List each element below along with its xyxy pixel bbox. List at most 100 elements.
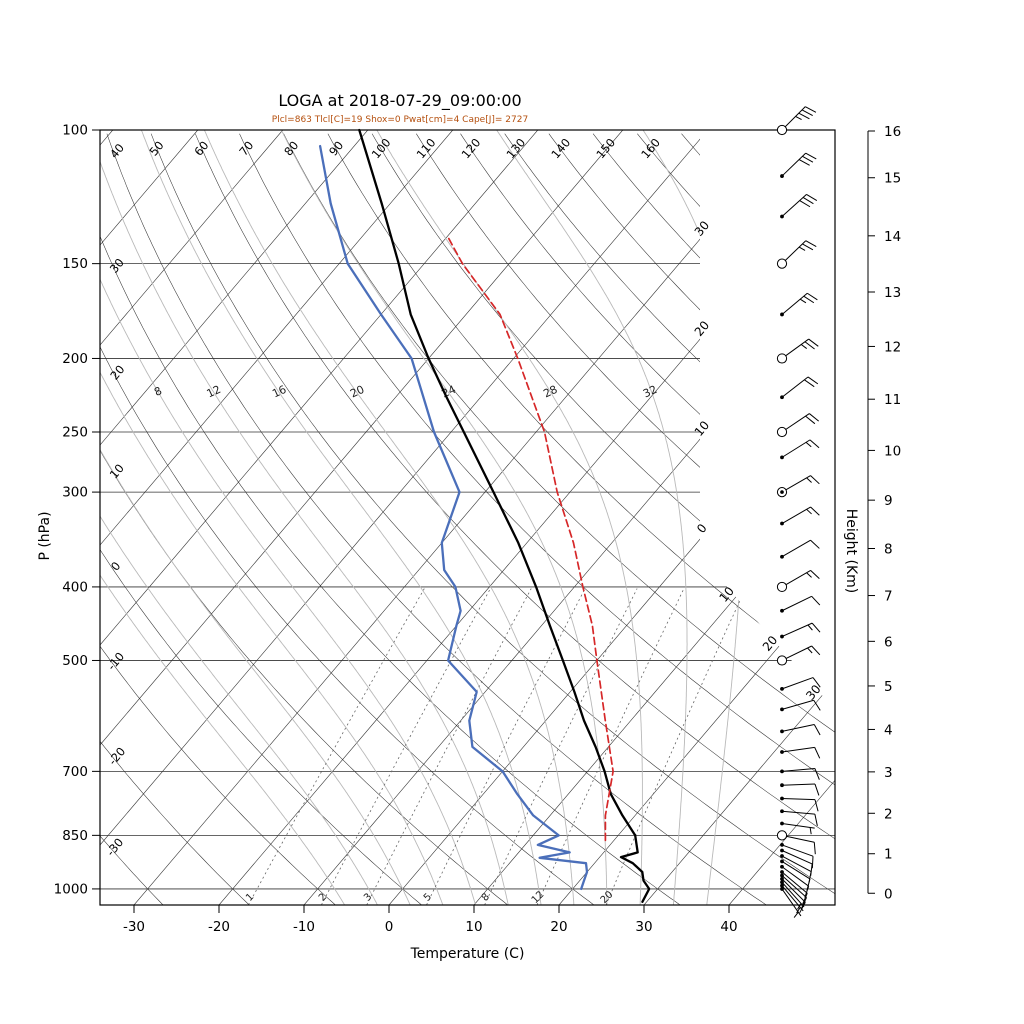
- height-tick-label: 7: [884, 589, 893, 605]
- dry-adiabat-left-label: 20: [107, 362, 127, 382]
- barb-level-circle: [776, 830, 788, 841]
- wind-barb: [780, 783, 820, 796]
- wind-barb: [780, 821, 815, 835]
- wind-barb: [780, 870, 808, 905]
- dry-adiabat-top-label: 80: [281, 138, 301, 158]
- barb-level-dot: [780, 174, 784, 178]
- dry-adiabat-left-label: 10: [107, 461, 127, 481]
- pressure-tick-label: 400: [62, 579, 88, 595]
- isotherm-line: [100, 130, 539, 905]
- temperature-tick-label: 40: [720, 919, 737, 935]
- dry-adiabat-left-label: -10: [104, 649, 127, 672]
- dry-adiabat-top-label: 150: [593, 136, 618, 162]
- mixing-ratio-label: 20: [599, 889, 616, 906]
- moist-adiabat-line: [100, 130, 509, 905]
- dry-adiabat-top-label: 110: [414, 136, 439, 162]
- background-grid: [100, 130, 835, 905]
- temperature-tick-label: -10: [293, 919, 315, 935]
- dry-adiabat-line: [327, 133, 835, 905]
- mixing-ratio-line: [536, 588, 685, 905]
- mixing-ratio-label: 2: [317, 891, 329, 903]
- wind-barb: [780, 506, 820, 526]
- moist-adiabat-line: [376, 130, 643, 905]
- height-tick-label: 1: [884, 847, 893, 863]
- height-tick-label: 5: [884, 679, 893, 695]
- barb-level-circle: [776, 426, 788, 438]
- dry-adiabat-line: [100, 133, 164, 905]
- barb-level-circle: [776, 353, 788, 364]
- wind-barb: [780, 724, 821, 736]
- barb-level-circle: [776, 581, 788, 593]
- barb-level-dot: [780, 821, 784, 826]
- sounding-diagnostics-line: Plcl=863 Tlcl[C]=19 Shox=0 Pwat[cm]=4 Ca…: [271, 115, 529, 125]
- dry-adiabat-line: [548, 133, 835, 905]
- wind-barb: [780, 883, 804, 914]
- dry-adiabat-line: [106, 133, 767, 905]
- isotherm-line: [100, 130, 454, 905]
- mixing-ratio-label: 3: [362, 891, 374, 903]
- barb-level-dot: [780, 521, 784, 526]
- moist-adiabat-label: 32: [641, 383, 659, 401]
- temperature-tick-label: -20: [208, 919, 230, 935]
- dry-adiabat-line: [681, 133, 835, 905]
- wind-barb: [780, 873, 807, 909]
- wind-barb: [780, 876, 806, 914]
- wind-barb: [776, 645, 821, 666]
- isotherm-line: [100, 130, 114, 905]
- barb-level-circle: [776, 124, 788, 136]
- height-tick-label: 0: [884, 886, 893, 902]
- moist-adiabat-line: [100, 130, 411, 905]
- wind-barb: [780, 152, 817, 178]
- pressure-tick-label: 100: [62, 123, 88, 139]
- barb-level-dot: [780, 873, 784, 878]
- wind-barb: [780, 767, 820, 780]
- dry-adiabat-top-label: 140: [548, 136, 573, 162]
- wind-barb: [780, 843, 814, 869]
- barb-level-circle: [776, 655, 788, 666]
- barb-level-dot: [780, 750, 784, 754]
- moist-adiabat-label: 16: [270, 383, 288, 401]
- grid-labels: 50 60 70 80 90 100 110 120 130 140 150 160403020100…: [103, 136, 823, 906]
- dry-adiabat-line: [150, 133, 835, 905]
- dry-adiabat-top-label: 120: [459, 136, 484, 162]
- height-tick-label: 12: [884, 339, 901, 355]
- isotherm-line: [100, 130, 369, 905]
- height-tick-label: 15: [884, 171, 901, 187]
- isotherm-line: [643, 130, 835, 905]
- barb-level-dot: [780, 634, 784, 639]
- dry-adiabat-top-label: 130: [503, 136, 528, 162]
- pressure-tick-label: 300: [62, 485, 88, 501]
- temperature-tick-label: 30: [635, 919, 652, 935]
- dry-adiabat-line: [100, 133, 250, 905]
- wind-barb: [780, 292, 818, 317]
- barb-level-dot: [780, 554, 784, 559]
- page-title: LOGA at 2018-07-29_09:00:00: [278, 91, 522, 110]
- moist-adiabat-label: 12: [205, 383, 223, 401]
- isotherm-right-label: 0: [694, 521, 710, 536]
- dry-adiabat-line: [100, 133, 508, 905]
- moist-adiabat-line: [100, 130, 444, 905]
- wind-barb: [780, 677, 821, 691]
- barb-level-dot: [780, 843, 784, 847]
- mixing-ratio-label: 8: [480, 891, 492, 903]
- isotherm-line: [100, 130, 709, 905]
- height-tick-label: 2: [884, 806, 893, 822]
- pressure-tick-label: 250: [62, 425, 88, 441]
- barb-level-dot: [780, 864, 784, 869]
- barb-level-dot: [780, 859, 784, 864]
- dry-adiabat-line: [195, 133, 835, 905]
- height-tick-label: 4: [884, 722, 893, 738]
- isotherm-right-label: 20: [692, 318, 713, 339]
- pressure-tick-label: 850: [62, 828, 88, 844]
- barb-level-dot: [780, 887, 784, 891]
- height-tick-label: 16: [884, 124, 901, 140]
- wind-barb: [780, 880, 805, 910]
- dry-adiabat-line: [100, 133, 595, 905]
- pressure-tick-label: 700: [62, 764, 88, 780]
- dry-adiabat-top-label: 70: [236, 138, 256, 158]
- x-axis-title: Temperature (C): [410, 946, 525, 962]
- moist-adiabat-line: [280, 130, 608, 905]
